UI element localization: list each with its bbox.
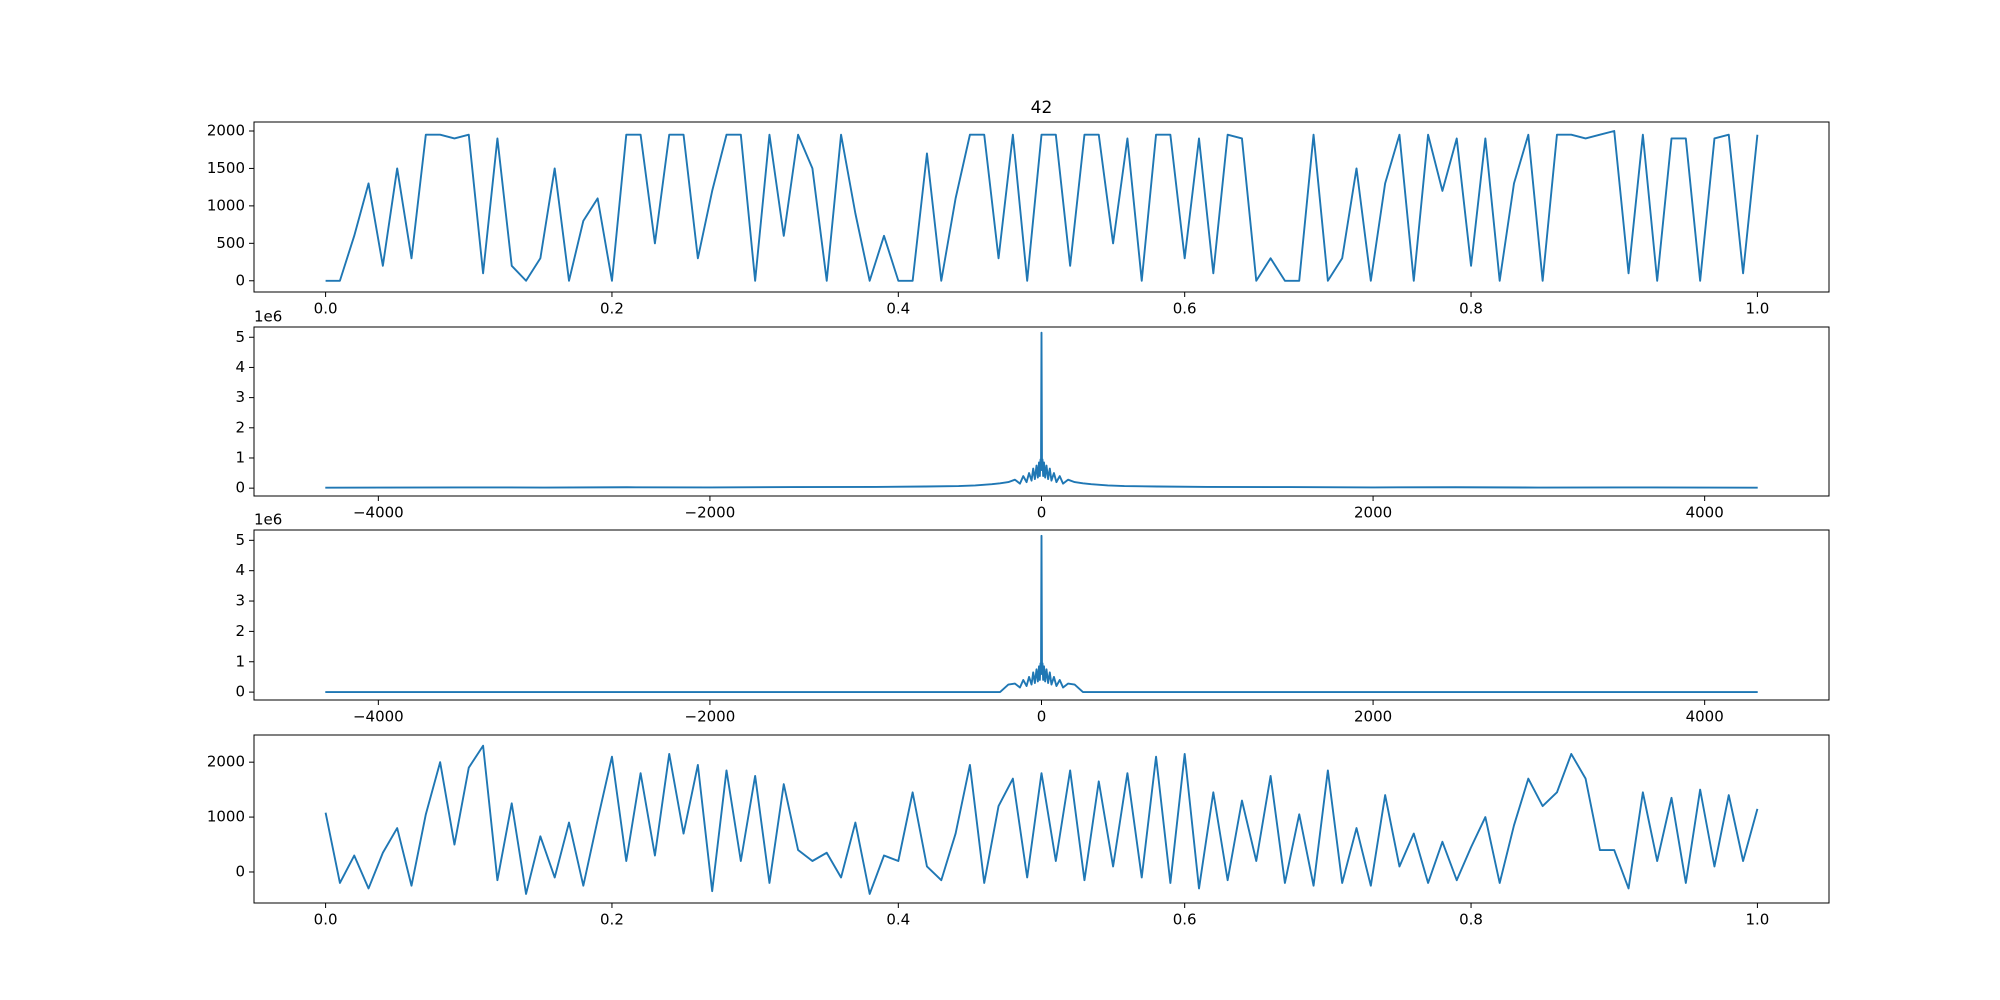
y-tick-label: 1000 [207, 196, 245, 214]
x-tick-label: 0 [1037, 504, 1047, 522]
x-tick-label: 0.8 [1459, 911, 1483, 929]
x-tick-label: −4000 [353, 708, 404, 726]
y-tick-label: 5 [235, 531, 245, 549]
y-tick-label: 1 [235, 448, 245, 466]
x-tick-label: −2000 [685, 504, 736, 522]
x-tick-label: 0.6 [1173, 300, 1197, 318]
x-tick-label: 1.0 [1745, 911, 1769, 929]
x-tick-label: 2000 [1354, 708, 1392, 726]
axes-frame [253, 121, 1830, 293]
y-tick-label: 0 [235, 683, 245, 701]
x-tick-label: 2000 [1354, 504, 1392, 522]
x-tick-label: 4000 [1686, 504, 1724, 522]
x-tick-label: 0 [1037, 708, 1047, 726]
y-tick-label: 4 [235, 561, 245, 579]
axes-frame [253, 734, 1830, 904]
x-tick-label: 0.4 [886, 911, 910, 929]
y-tick-label: 2 [235, 418, 245, 436]
x-tick-label: 4000 [1686, 708, 1724, 726]
x-tick-label: 0.0 [314, 300, 338, 318]
y-tick-label: 500 [216, 234, 245, 252]
chart-title: 42 [1031, 98, 1053, 118]
y-tick-label: 2000 [207, 753, 245, 771]
x-tick-label: 0.0 [314, 911, 338, 929]
x-tick-label: 0.6 [1173, 911, 1197, 929]
y-tick-label: 5 [235, 328, 245, 346]
y-tick-label: 1000 [207, 808, 245, 826]
x-tick-label: 1.0 [1745, 300, 1769, 318]
y-offset-label: 1e6 [254, 511, 282, 529]
y-offset-label: 1e6 [254, 308, 282, 326]
y-tick-label: 2 [235, 622, 245, 640]
data-line [325, 534, 1758, 694]
y-tick-label: 4 [235, 358, 245, 376]
x-tick-label: −2000 [685, 708, 736, 726]
x-tick-label: 0.2 [600, 911, 624, 929]
y-tick-label: 0 [235, 862, 245, 880]
x-tick-label: 0.2 [600, 300, 624, 318]
data-line [324, 744, 1759, 895]
data-line [325, 130, 1759, 282]
y-tick-label: 0 [235, 271, 245, 289]
x-tick-label: 0.4 [886, 300, 910, 318]
y-tick-label: 2000 [207, 121, 245, 139]
y-tick-label: 3 [235, 388, 245, 406]
y-tick-label: 3 [235, 592, 245, 610]
x-tick-label: −4000 [353, 504, 404, 522]
y-tick-label: 0 [235, 479, 245, 497]
y-tick-label: 1500 [207, 159, 245, 177]
y-tick-label: 1 [235, 652, 245, 670]
x-tick-label: 0.8 [1459, 300, 1483, 318]
data-line [325, 331, 1758, 489]
